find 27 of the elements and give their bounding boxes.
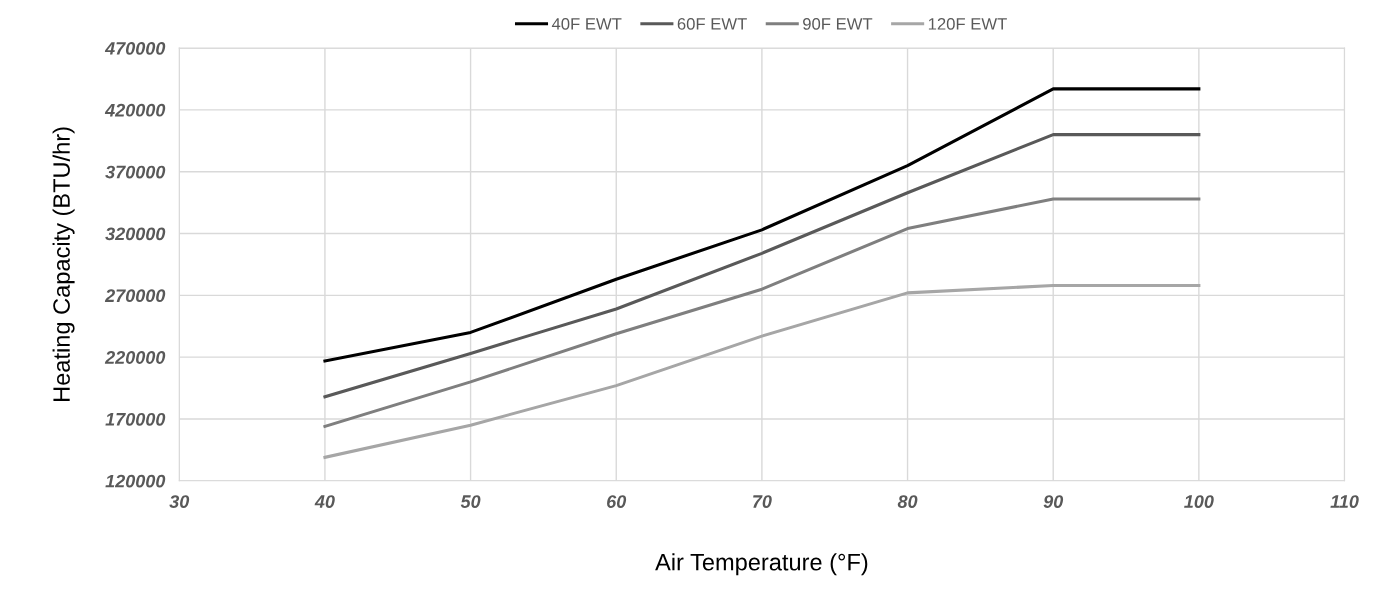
- line-series: [323, 133, 1201, 399]
- x-tick-label: 100: [1184, 495, 1214, 508]
- x-tick-label: 50: [460, 495, 481, 508]
- legend-label: 90F EWT: [803, 17, 873, 30]
- y-tick-label: 370000: [105, 165, 166, 179]
- y-axis-title: Heating Capacity (BTU/hr): [52, 127, 75, 401]
- line-series: [323, 283, 1201, 459]
- y-tick-label: 320000: [105, 227, 166, 241]
- line-series: [323, 87, 1201, 363]
- x-axis-title: Air Temperature (°F): [655, 553, 868, 576]
- legend-label: 60F EWT: [677, 17, 747, 30]
- y-tick-label: 220000: [104, 351, 166, 364]
- x-tick-label: 60: [607, 495, 627, 508]
- y-tick-label: 420000: [104, 103, 166, 117]
- y-tick-label: 270000: [104, 289, 166, 303]
- x-tick-label: 40: [314, 495, 335, 508]
- x-tick-label: 80: [897, 495, 918, 508]
- y-tick-label: 120000: [105, 474, 166, 488]
- legend-label: 120F EWT: [928, 17, 1007, 30]
- x-tick-label: 70: [753, 495, 772, 508]
- x-tick-label: 90: [1043, 495, 1064, 508]
- y-tick-label: 170000: [105, 412, 166, 426]
- x-tick-label: 30: [169, 495, 190, 508]
- x-tick-label: 110: [1330, 495, 1359, 508]
- y-tick-label: 470000: [104, 42, 166, 55]
- legend-label: 40F EWT: [551, 17, 622, 30]
- line-series: [323, 197, 1201, 428]
